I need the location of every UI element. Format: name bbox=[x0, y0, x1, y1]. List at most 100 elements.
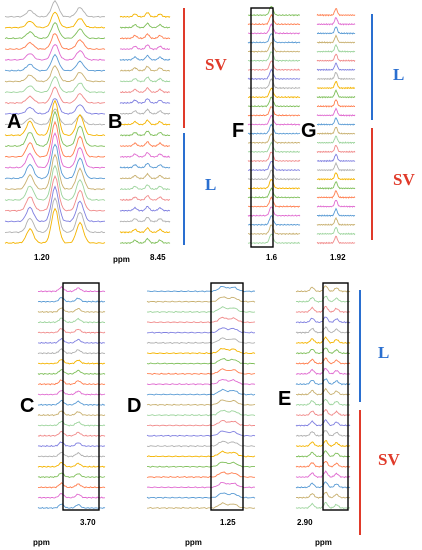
spectrum-trace bbox=[4, 11, 106, 29]
spectrum-trace bbox=[119, 98, 171, 105]
spectrum-trace bbox=[146, 450, 256, 458]
ppm-tick-label: 3.70 bbox=[80, 518, 96, 527]
spectrum-trace bbox=[247, 96, 300, 108]
group-label: SV bbox=[205, 55, 227, 74]
spectrum-trace bbox=[247, 114, 301, 126]
spectrum-trace bbox=[146, 337, 256, 345]
spectrum-trace bbox=[316, 26, 356, 35]
spectrum-trace bbox=[247, 5, 300, 17]
spectrum-trace bbox=[119, 44, 171, 51]
group-label: L bbox=[393, 65, 404, 84]
panel-a: A 1.20 bbox=[4, 0, 106, 262]
spectrum-trace bbox=[146, 378, 256, 386]
spectrum-trace bbox=[316, 17, 356, 26]
spectrum-trace bbox=[37, 286, 106, 293]
spectrum-trace bbox=[248, 196, 301, 208]
panel-letter: B bbox=[108, 111, 122, 133]
spectrum-trace bbox=[147, 286, 256, 293]
spectrum-trace bbox=[316, 161, 356, 172]
spectrum-trace bbox=[146, 409, 256, 417]
spectrum-trace bbox=[4, 132, 106, 169]
spectrum-trace bbox=[247, 23, 301, 35]
spectrum-trace bbox=[247, 215, 301, 226]
spectrum-trace bbox=[119, 141, 171, 148]
spectrum-trace bbox=[316, 107, 356, 117]
spectrum-trace bbox=[146, 316, 256, 324]
spectrum-trace bbox=[247, 13, 301, 26]
panel-b: B 8.45 ppm bbox=[108, 12, 171, 264]
spectrum-trace bbox=[247, 141, 301, 154]
spectrum-trace bbox=[37, 399, 106, 406]
spectrum-trace bbox=[5, 44, 106, 61]
panel-letter: C bbox=[20, 395, 34, 417]
spectrum-trace bbox=[316, 34, 355, 44]
spectrum-trace bbox=[119, 184, 171, 191]
spectrum-trace bbox=[37, 389, 106, 396]
spectrum-trace bbox=[37, 307, 106, 314]
spectrum-trace bbox=[316, 7, 356, 17]
spectrum-trace bbox=[316, 99, 355, 108]
spectrum-trace bbox=[247, 160, 300, 172]
spectrum-trace bbox=[37, 462, 106, 468]
highlight-box bbox=[322, 282, 349, 511]
spectrum-trace bbox=[317, 117, 356, 126]
ppm-tick-label: 1.92 bbox=[330, 253, 346, 262]
spectrum-trace bbox=[316, 43, 356, 53]
spectrum-trace bbox=[146, 482, 256, 489]
spectrum-trace bbox=[146, 399, 256, 406]
spectrum-trace bbox=[317, 135, 356, 145]
spectrum-trace bbox=[316, 226, 356, 236]
spectrum-trace bbox=[4, 21, 106, 40]
spectrum-trace bbox=[248, 178, 301, 190]
spectrum-trace bbox=[38, 359, 106, 365]
spectrum-trace bbox=[119, 22, 171, 29]
spectrum-trace bbox=[37, 420, 106, 427]
spectrum-trace bbox=[37, 451, 106, 458]
panel-letter: F bbox=[232, 120, 244, 142]
ppm-axis-label: ppm bbox=[315, 538, 332, 547]
spectrum-trace bbox=[316, 89, 356, 99]
panel-c: C 3.70 ppm bbox=[20, 282, 106, 547]
ppm-axis-label: ppm bbox=[185, 538, 202, 547]
spectrum-trace bbox=[4, 143, 106, 180]
spectrum-trace bbox=[119, 216, 171, 223]
spectrum-trace bbox=[316, 199, 356, 208]
spectrum-trace bbox=[4, 108, 106, 126]
spectrum-trace bbox=[4, 75, 106, 94]
spectrum-trace bbox=[316, 144, 356, 154]
spectrum-trace bbox=[119, 205, 171, 212]
spectrum-trace bbox=[37, 379, 106, 386]
panel-letter: A bbox=[7, 111, 21, 133]
spectrum-trace bbox=[247, 51, 301, 62]
panel-e: E 2.90 ppm bbox=[278, 282, 351, 547]
ppm-tick-label: 1.25 bbox=[220, 518, 236, 527]
spectrum-trace bbox=[247, 60, 301, 71]
spectrum-trace bbox=[146, 368, 256, 375]
spectrum-trace bbox=[37, 493, 105, 499]
spectrum-trace bbox=[247, 106, 301, 117]
spectrum-trace bbox=[247, 133, 301, 144]
spectrum-trace bbox=[316, 181, 356, 190]
spectrum-trace bbox=[247, 224, 301, 236]
spectrum-trace bbox=[37, 348, 106, 355]
spectrum-trace bbox=[37, 472, 106, 479]
spectrum-trace bbox=[146, 430, 256, 437]
spectrum-trace bbox=[4, 33, 106, 51]
spectrum-trace bbox=[119, 108, 171, 115]
spectrum-trace bbox=[37, 503, 106, 510]
spectrum-trace bbox=[247, 33, 301, 44]
panel-letter: G bbox=[301, 120, 317, 142]
spectrum-trace bbox=[146, 358, 256, 365]
spectrum-trace bbox=[119, 12, 171, 19]
spectrum-trace bbox=[247, 187, 301, 199]
spectrum-trace bbox=[4, 86, 106, 105]
spectrum-trace bbox=[247, 151, 301, 163]
spectrum-trace bbox=[316, 153, 356, 163]
spectrum-trace bbox=[146, 306, 256, 313]
spectrum-trace bbox=[119, 33, 171, 40]
spectrum-trace bbox=[37, 430, 106, 437]
spectrum-trace bbox=[4, 174, 106, 212]
ppm-axis-label: ppm bbox=[113, 255, 130, 264]
spectrum-trace bbox=[146, 348, 256, 355]
